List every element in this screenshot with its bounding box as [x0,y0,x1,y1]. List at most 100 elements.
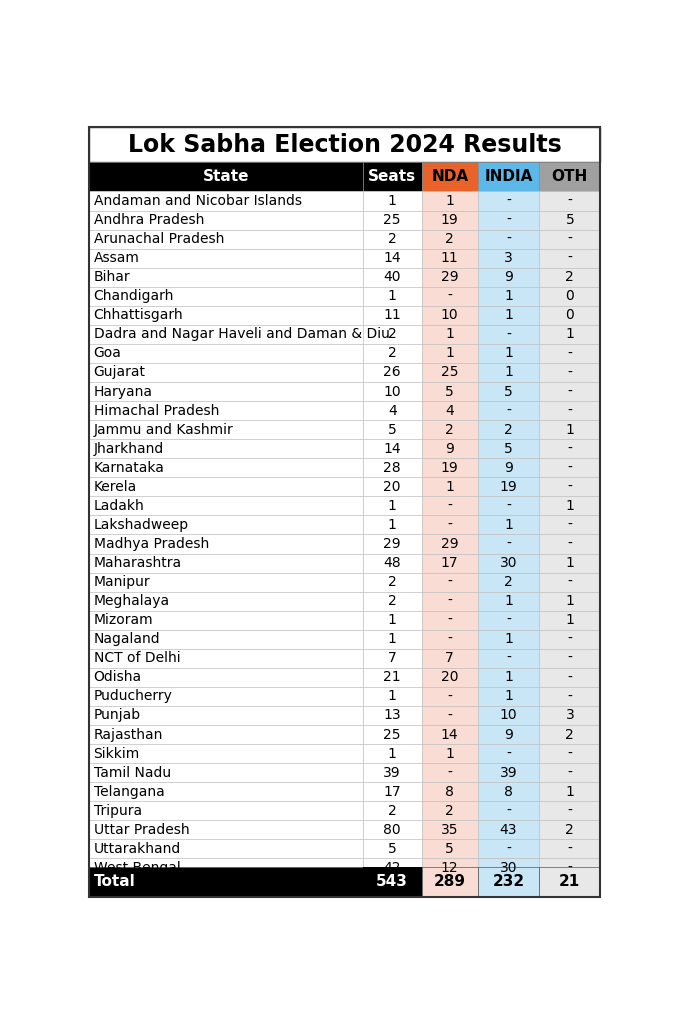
Bar [421,820,478,840]
Text: Tripura: Tripura [94,804,141,818]
Text: 26: 26 [384,366,401,380]
Text: -: - [567,746,572,761]
Bar [539,325,600,344]
Bar [421,325,478,344]
Bar [421,362,478,382]
Bar [90,439,363,459]
Bar [363,249,421,267]
Text: Dadra and Nagar Haveli and Daman & Diu: Dadra and Nagar Haveli and Daman & Diu [94,328,390,341]
Text: 1: 1 [446,480,454,494]
Text: Uttar Pradesh: Uttar Pradesh [94,823,189,837]
Bar [421,687,478,706]
Text: Ladakh: Ladakh [94,499,144,513]
Text: -: - [567,651,572,666]
Bar [363,287,421,306]
Text: Maharashtra: Maharashtra [94,556,182,570]
Text: 2: 2 [388,346,396,360]
Bar [363,459,421,477]
Text: 2: 2 [504,423,513,436]
Text: Himachal Pradesh: Himachal Pradesh [94,403,219,418]
Bar [539,477,600,497]
Text: 29: 29 [441,270,458,285]
Text: -: - [506,403,511,418]
Text: 9: 9 [504,727,513,741]
Text: 2: 2 [446,232,454,246]
Bar [478,249,539,267]
Text: -: - [567,671,572,684]
Text: 29: 29 [441,537,458,551]
Bar [363,554,421,572]
Bar [478,572,539,592]
Text: Kerela: Kerela [94,480,137,494]
Bar [363,344,421,362]
Bar [478,782,539,801]
Bar [478,820,539,840]
Bar [363,820,421,840]
Bar [539,706,600,725]
Text: Chhattisgarh: Chhattisgarh [94,308,183,323]
Text: -: - [567,461,572,475]
Bar [363,801,421,820]
Text: Lakshadweep: Lakshadweep [94,518,188,531]
Bar [90,610,363,630]
Bar [421,515,478,535]
Text: -: - [448,594,452,608]
Bar [421,668,478,687]
Text: 28: 28 [384,461,401,475]
Text: 29: 29 [384,537,401,551]
Bar [421,267,478,287]
Bar [421,401,478,420]
Bar [539,801,600,820]
Text: Odisha: Odisha [94,671,141,684]
Text: Bihar: Bihar [94,270,130,285]
Text: Punjab: Punjab [94,709,141,723]
Bar [478,439,539,459]
Text: 43: 43 [500,823,518,837]
Text: Andhra Pradesh: Andhra Pradesh [94,213,204,227]
Text: 19: 19 [441,461,458,475]
Text: -: - [567,689,572,703]
Text: 10: 10 [384,385,401,398]
Bar [478,306,539,325]
Bar [478,668,539,687]
Bar [421,535,478,554]
Text: NDA: NDA [431,169,468,184]
Text: Lok Sabha Election 2024 Results: Lok Sabha Election 2024 Results [128,132,562,157]
Text: Manipur: Manipur [94,575,150,589]
Bar [421,706,478,725]
Bar [90,725,363,744]
Text: 1: 1 [504,346,513,360]
Bar [363,439,421,459]
Bar [421,610,478,630]
Text: 14: 14 [384,441,401,456]
Text: 5: 5 [446,385,454,398]
Text: 1: 1 [388,746,396,761]
Text: 19: 19 [499,480,518,494]
Text: Karnataka: Karnataka [94,461,164,475]
Text: 10: 10 [441,308,458,323]
Bar [539,459,600,477]
Bar [363,362,421,382]
Bar [363,477,421,497]
Text: Gujarat: Gujarat [94,366,145,380]
Text: OTH: OTH [552,169,588,184]
Text: Rajasthan: Rajasthan [94,727,163,741]
Bar [90,515,363,535]
Text: -: - [567,366,572,380]
Bar [90,668,363,687]
Text: -: - [567,346,572,360]
Text: 21: 21 [559,874,580,889]
Text: West Bengal: West Bengal [94,861,180,874]
Bar [421,801,478,820]
Bar [539,191,600,211]
Bar [90,267,363,287]
Text: Total: Total [94,874,135,889]
Bar [539,535,600,554]
Bar [90,592,363,610]
Text: -: - [506,499,511,513]
Text: Jammu and Kashmir: Jammu and Kashmir [94,423,234,436]
Bar [421,191,478,211]
Text: 2: 2 [388,232,396,246]
Text: 0: 0 [565,289,574,303]
Bar [539,744,600,763]
